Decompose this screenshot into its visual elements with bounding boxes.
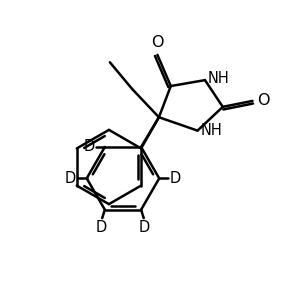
Text: NH: NH [208,71,230,86]
Text: D: D [139,220,150,235]
Text: O: O [151,34,164,50]
Text: D: D [169,171,181,186]
Text: D: D [65,171,76,186]
Text: O: O [257,93,269,108]
Text: NH: NH [200,123,222,138]
Text: D: D [83,139,94,154]
Text: D: D [96,220,107,235]
